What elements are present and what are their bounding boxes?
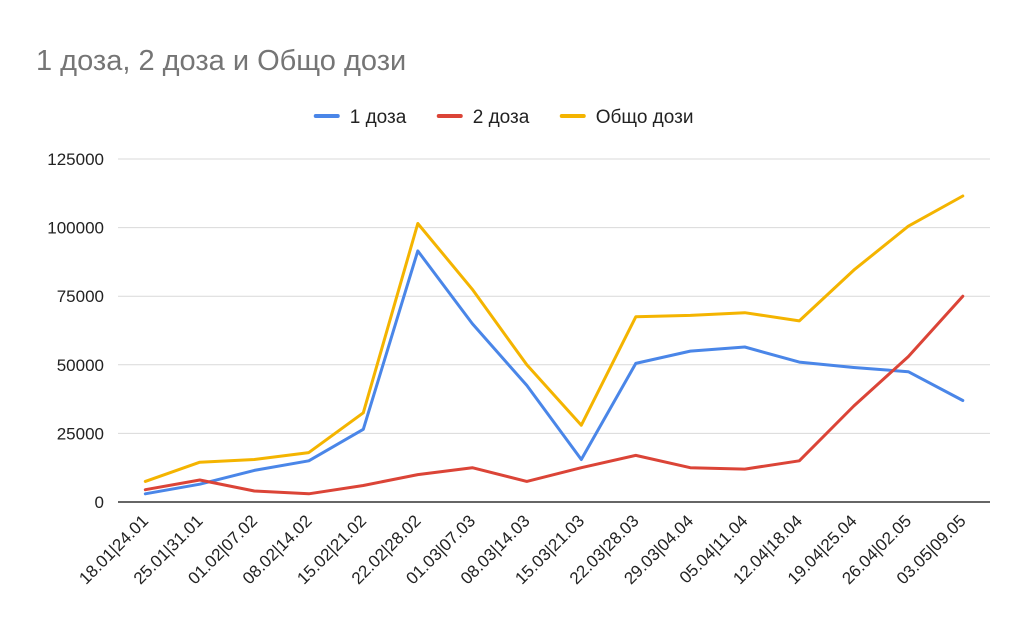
legend-label: Общо дози bbox=[596, 107, 694, 128]
y-tick-label: 0 bbox=[95, 493, 104, 512]
legend: 1 доза 2 доза Общо дози bbox=[313, 107, 694, 128]
legend-label: 1 доза bbox=[350, 107, 407, 128]
series-lines bbox=[143, 194, 965, 496]
y-tick-label: 100000 bbox=[47, 219, 104, 238]
series-line-1-доза bbox=[143, 249, 965, 496]
gridlines bbox=[118, 158, 990, 434]
y-axis-ticks: 0 25000 50000 75000 100000 125000 bbox=[47, 150, 104, 512]
series-line-общо-дози bbox=[143, 194, 965, 483]
y-tick-label: 75000 bbox=[57, 287, 104, 306]
y-tick-label: 50000 bbox=[57, 356, 104, 375]
y-tick-label: 25000 bbox=[57, 424, 104, 443]
x-axis-ticks: 18.01|24.0125.01|31.0101.02|07.0208.02|1… bbox=[75, 511, 969, 588]
legend-label: 2 доза bbox=[473, 107, 530, 128]
y-tick-label: 125000 bbox=[47, 150, 104, 169]
series-line-2-доза bbox=[143, 294, 965, 496]
chart-title: 1 доза, 2 доза и Общо дози bbox=[36, 45, 406, 77]
